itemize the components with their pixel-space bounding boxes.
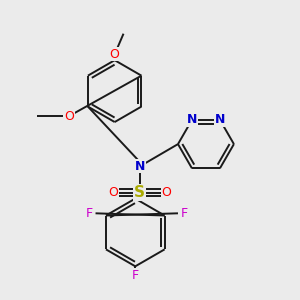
Text: N: N <box>134 160 145 173</box>
Text: O: O <box>108 186 118 199</box>
Text: O: O <box>64 110 74 123</box>
Text: O: O <box>161 186 171 199</box>
Text: F: F <box>180 207 188 220</box>
Text: N: N <box>187 113 197 126</box>
Text: F: F <box>132 268 139 282</box>
Text: F: F <box>86 207 93 220</box>
Text: O: O <box>110 48 120 61</box>
Text: N: N <box>215 113 225 126</box>
Text: S: S <box>134 185 145 200</box>
